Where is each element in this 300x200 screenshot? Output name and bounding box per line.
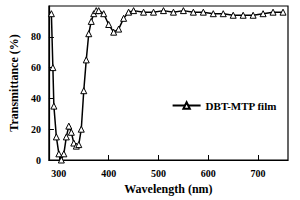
svg-text:500: 500 (151, 168, 166, 179)
svg-text:40: 40 (31, 93, 41, 104)
svg-text:400: 400 (101, 168, 116, 179)
svg-text:600: 600 (201, 168, 216, 179)
svg-text:20: 20 (31, 124, 41, 135)
svg-text:Wavelength (nm): Wavelength (nm) (124, 182, 212, 196)
svg-text:300: 300 (51, 168, 66, 179)
svg-text:0: 0 (36, 155, 41, 166)
svg-text:DBT-MTP film: DBT-MTP film (206, 100, 277, 112)
svg-text:Transmittance (%): Transmittance (%) (7, 34, 21, 131)
svg-text:60: 60 (31, 62, 41, 73)
svg-text:700: 700 (251, 168, 266, 179)
svg-text:80: 80 (31, 31, 41, 42)
